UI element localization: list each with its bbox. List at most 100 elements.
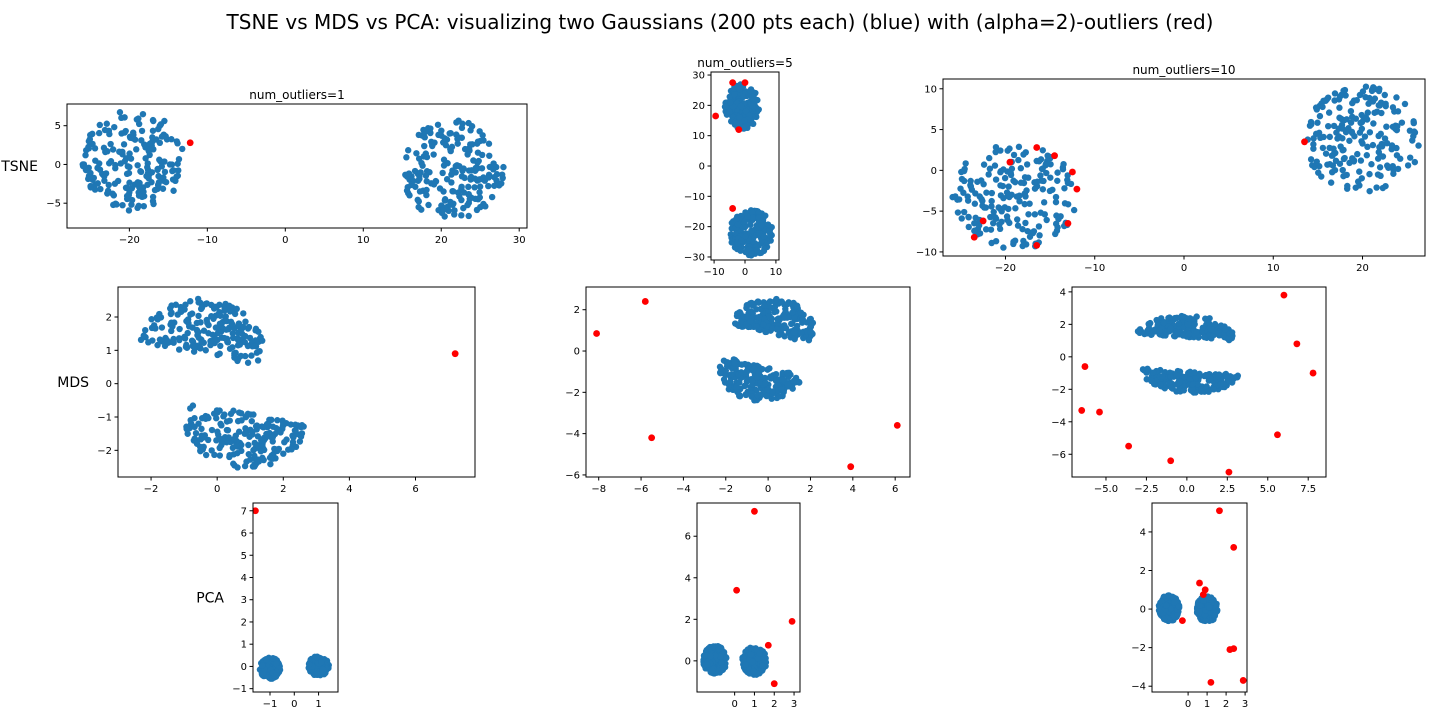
inlier-point	[91, 145, 99, 152]
outlier-point	[1006, 158, 1014, 166]
inlier-point	[1185, 330, 1193, 338]
x-tick-label: 1	[751, 699, 757, 710]
inlier-point	[960, 189, 967, 196]
inlier-point	[187, 416, 194, 424]
inlier-point	[123, 170, 131, 178]
inlier-point	[1160, 615, 1168, 623]
outlier-point	[1274, 431, 1281, 439]
outlier-point	[770, 680, 778, 688]
inlier-point	[749, 214, 756, 221]
inlier-point	[764, 366, 771, 373]
inlier-point	[1356, 168, 1363, 175]
inlier-point	[1204, 318, 1211, 326]
x-tick-label: 10	[357, 235, 370, 246]
inlier-point	[1191, 369, 1198, 376]
inlier-point	[1339, 166, 1346, 174]
inlier-point	[762, 379, 769, 387]
inlier-point	[314, 671, 321, 678]
inlier-point	[430, 151, 437, 158]
inlier-point	[1366, 94, 1373, 102]
inlier-point	[1052, 198, 1060, 206]
inlier-point	[250, 446, 257, 454]
inlier-point	[266, 454, 274, 461]
inlier-point	[471, 175, 479, 182]
inlier-point	[298, 430, 306, 437]
inlier-point	[465, 183, 472, 191]
inlier-point	[205, 414, 212, 422]
inlier-points	[721, 81, 775, 259]
inlier-point	[1026, 233, 1034, 240]
inlier-point	[1222, 326, 1229, 333]
inlier-point	[96, 160, 103, 167]
x-tick-label: 0	[214, 484, 220, 495]
inlier-point	[87, 184, 94, 191]
inlier-point	[1043, 216, 1050, 224]
inlier-point	[975, 222, 983, 229]
inlier-point	[134, 179, 142, 186]
outlier-point	[1225, 468, 1233, 476]
y-tick-label: 6	[685, 532, 691, 543]
inlier-point	[217, 342, 224, 350]
outlier-point	[1081, 363, 1089, 370]
inlier-point	[138, 127, 146, 135]
row-label-pca: PCA	[196, 591, 224, 607]
inlier-point	[736, 309, 743, 316]
inlier-point	[788, 301, 796, 308]
inlier-point	[198, 304, 206, 311]
inlier-point	[738, 361, 746, 368]
inlier-point	[434, 121, 442, 128]
inlier-point	[118, 114, 125, 122]
gaussian-cluster-1	[1134, 312, 1236, 344]
inlier-point	[119, 201, 126, 209]
inlier-point	[1017, 179, 1025, 186]
inlier-point	[717, 653, 724, 661]
inlier-point	[986, 154, 993, 162]
inlier-point	[773, 308, 780, 315]
outlier-point	[1309, 369, 1317, 377]
inlier-point	[1043, 169, 1050, 177]
inlier-point	[965, 213, 972, 221]
y-tick-label: −6	[1051, 450, 1066, 461]
inlier-point	[742, 209, 749, 216]
inlier-point	[749, 658, 756, 666]
inlier-point	[749, 93, 756, 101]
inlier-point	[232, 349, 239, 357]
inlier-point	[1411, 158, 1419, 166]
gaussian-cluster-2	[1139, 365, 1242, 396]
inlier-point	[213, 407, 221, 414]
inlier-point	[161, 158, 168, 165]
inlier-point	[797, 309, 805, 316]
outlier-point	[1033, 241, 1041, 249]
inlier-point	[1338, 91, 1345, 99]
inlier-point	[1167, 373, 1174, 381]
outlier-points	[712, 79, 749, 212]
x-tick-label: −5.0	[1094, 484, 1118, 495]
inlier-point	[1310, 135, 1317, 142]
inlier-point	[1198, 388, 1205, 395]
x-tick-label: 20	[435, 235, 448, 246]
inlier-point	[170, 335, 177, 343]
row-label-tsne: TSNE	[0, 159, 38, 175]
inlier-point	[1038, 165, 1046, 173]
inlier-point	[1373, 184, 1380, 191]
inlier-point	[756, 650, 763, 657]
inlier-point	[140, 332, 147, 339]
inlier-point	[471, 184, 478, 191]
inlier-point	[181, 333, 188, 341]
y-tick-label: 0	[106, 379, 112, 390]
inlier-point	[260, 456, 267, 464]
inlier-point	[158, 163, 166, 170]
inlier-point	[493, 177, 500, 184]
inlier-point	[491, 182, 498, 189]
inlier-point	[996, 221, 1003, 228]
outlier-point	[1179, 617, 1186, 625]
inlier-point	[461, 174, 468, 182]
inlier-point	[728, 219, 736, 227]
inlier-point	[198, 425, 205, 433]
inlier-point	[1194, 381, 1201, 388]
inlier-point	[1061, 185, 1068, 192]
inlier-point	[743, 368, 750, 375]
inlier-point	[112, 161, 119, 169]
inlier-point	[761, 302, 768, 309]
